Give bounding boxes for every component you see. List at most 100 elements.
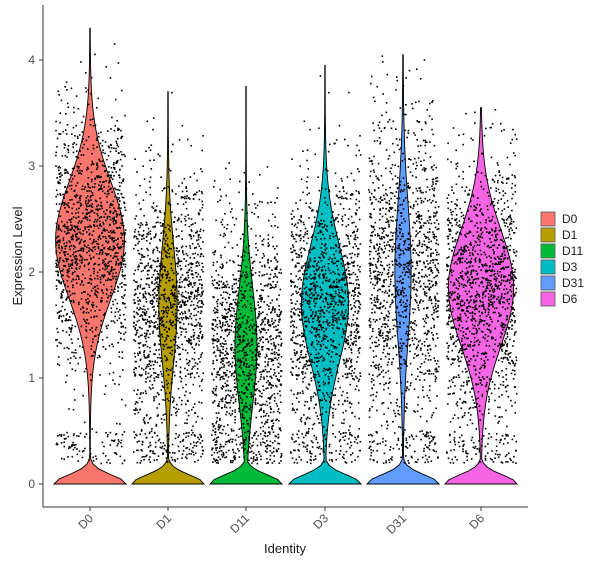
data-point [276, 253, 278, 255]
data-point [309, 207, 312, 209]
data-point [268, 445, 271, 447]
data-point [182, 295, 185, 297]
data-point [261, 323, 263, 325]
data-point [217, 462, 219, 464]
data-point [74, 270, 76, 273]
data-point [295, 440, 297, 442]
data-point [198, 438, 201, 441]
data-point [181, 299, 184, 302]
data-point [212, 334, 215, 337]
data-point [222, 323, 224, 326]
data-point [112, 239, 115, 242]
data-point [68, 178, 70, 181]
data-point [57, 356, 60, 358]
data-point [256, 204, 259, 207]
data-point [184, 220, 187, 222]
data-point [345, 255, 347, 257]
data-point [276, 313, 278, 316]
data-point [236, 351, 239, 353]
data-point [329, 302, 332, 305]
data-point [291, 223, 293, 225]
data-point [340, 177, 343, 180]
data-point [157, 260, 159, 262]
data-point [68, 245, 71, 248]
data-point [162, 348, 165, 351]
data-point [177, 303, 180, 305]
data-point [59, 215, 62, 217]
data-point [239, 313, 242, 315]
data-point [190, 273, 193, 276]
data-point [334, 290, 337, 293]
data-point [146, 364, 149, 366]
data-point [77, 137, 79, 139]
data-point [83, 291, 85, 293]
data-point [61, 202, 63, 205]
data-point [115, 227, 118, 229]
data-point [317, 334, 320, 336]
data-point [221, 329, 223, 332]
violin-D6 [444, 107, 518, 485]
data-point [144, 390, 147, 392]
data-point [349, 425, 351, 428]
data-point [138, 397, 141, 399]
data-point [179, 370, 181, 373]
data-point [320, 296, 322, 299]
data-point [253, 456, 255, 458]
data-point [219, 355, 221, 357]
data-point [99, 197, 101, 200]
data-point [249, 329, 251, 331]
data-point [83, 241, 85, 243]
data-point [247, 225, 249, 228]
data-point [348, 346, 351, 349]
data-point [55, 129, 57, 132]
data-point [89, 238, 91, 240]
data-point [264, 317, 267, 320]
data-point [199, 433, 201, 436]
data-point [106, 229, 108, 232]
data-point [311, 441, 314, 444]
data-point [219, 419, 221, 421]
data-point [267, 348, 270, 350]
data-point [264, 415, 267, 417]
data-point [57, 235, 60, 238]
data-point [212, 251, 214, 254]
data-point [310, 353, 312, 356]
data-point [326, 225, 328, 228]
data-point [273, 460, 276, 462]
data-point [166, 331, 168, 333]
data-point [300, 266, 303, 268]
data-point [179, 376, 181, 378]
data-point [116, 144, 119, 146]
data-point [182, 312, 184, 315]
data-point [152, 364, 155, 366]
data-point [337, 377, 340, 380]
data-point [325, 247, 328, 250]
data-point [267, 380, 269, 382]
data-point [153, 159, 155, 161]
data-point [267, 431, 270, 433]
data-point [124, 302, 126, 305]
data-point [320, 238, 322, 240]
data-point [101, 232, 103, 235]
data-point [196, 363, 199, 365]
data-point [198, 337, 200, 340]
data-point [117, 207, 120, 209]
data-point [354, 306, 357, 309]
data-point [243, 361, 245, 364]
data-point [322, 343, 325, 346]
data-point [277, 362, 280, 365]
data-point [254, 349, 257, 351]
data-point [79, 195, 82, 198]
data-point [96, 356, 99, 359]
data-point [302, 191, 304, 194]
data-point [107, 154, 110, 157]
data-point [59, 112, 62, 114]
data-point [355, 279, 357, 281]
data-point [63, 445, 66, 448]
data-point [235, 434, 238, 436]
data-point [353, 301, 356, 304]
data-point [182, 348, 184, 351]
data-point [108, 273, 111, 276]
data-point [75, 255, 77, 257]
data-point [82, 247, 84, 250]
